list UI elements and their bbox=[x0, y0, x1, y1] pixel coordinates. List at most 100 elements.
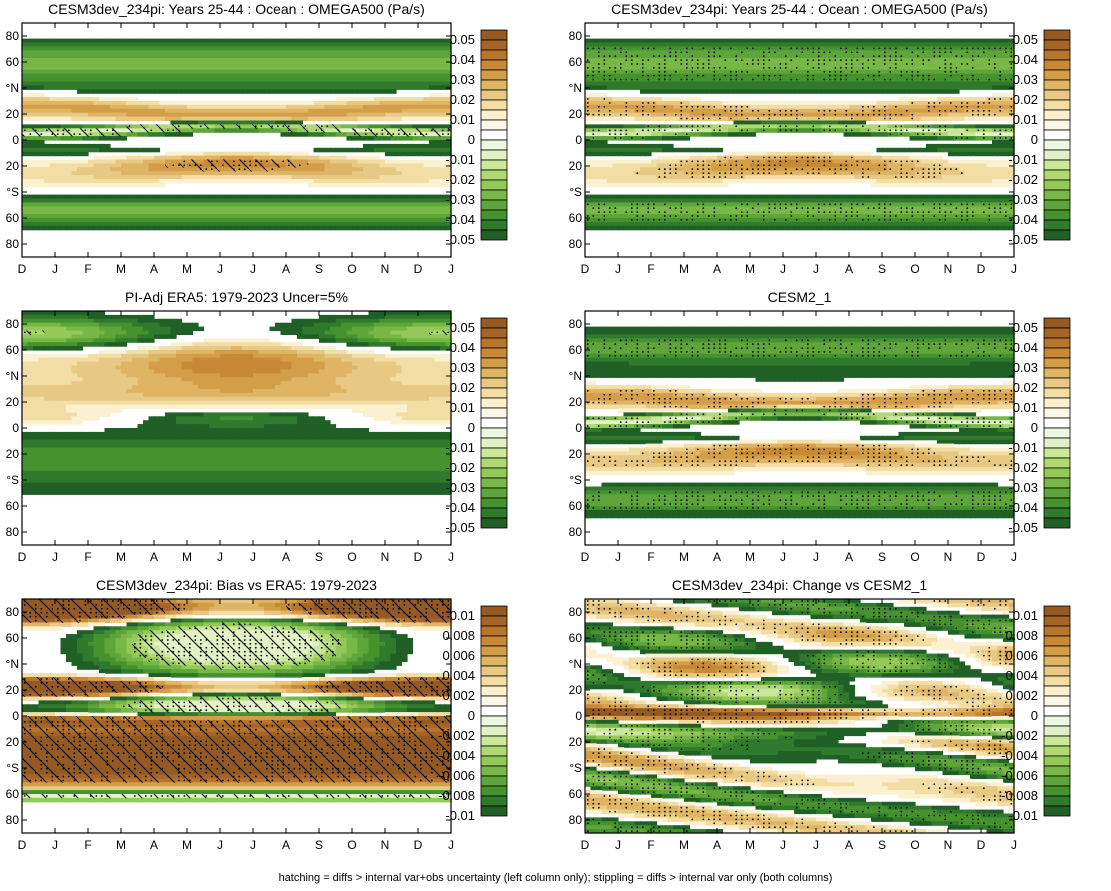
field-cell bbox=[739, 62, 745, 67]
field-cell bbox=[28, 101, 34, 106]
field-cell bbox=[811, 54, 817, 59]
field-cell bbox=[325, 156, 331, 161]
field-cell bbox=[308, 175, 314, 180]
field-cell bbox=[800, 58, 806, 63]
field-cell bbox=[987, 85, 993, 90]
field-cell bbox=[149, 226, 155, 231]
field-cell bbox=[325, 58, 331, 63]
field-cell bbox=[651, 78, 657, 83]
field-cell bbox=[138, 46, 144, 51]
field-cell bbox=[99, 117, 105, 122]
field-cell bbox=[385, 117, 391, 122]
stipple-dot bbox=[884, 79, 886, 81]
field-cell bbox=[926, 85, 932, 90]
field-cell bbox=[673, 74, 679, 79]
field-cell bbox=[314, 160, 320, 165]
field-cell bbox=[204, 70, 210, 75]
field-cell bbox=[77, 171, 83, 176]
field-cell bbox=[259, 78, 265, 83]
field-cell bbox=[904, 43, 910, 48]
x-tick-label: N bbox=[381, 262, 390, 276]
field-cell bbox=[959, 39, 965, 44]
field-cell bbox=[242, 210, 248, 215]
field-cell bbox=[182, 222, 188, 227]
stipple-dot bbox=[653, 48, 655, 50]
field-cell bbox=[402, 214, 408, 219]
field-cell bbox=[105, 199, 111, 204]
field-cell bbox=[646, 97, 652, 102]
field-cell bbox=[176, 210, 182, 215]
stipple-dot bbox=[587, 48, 589, 50]
field-cell bbox=[132, 43, 138, 48]
field-cell bbox=[94, 46, 100, 51]
field-cell bbox=[860, 50, 866, 55]
field-cell bbox=[314, 50, 320, 55]
field-cell bbox=[429, 202, 435, 207]
field-cell bbox=[325, 214, 331, 219]
field-cell bbox=[308, 58, 314, 63]
field-cell bbox=[281, 89, 287, 94]
field-cell bbox=[303, 50, 309, 55]
field-cell bbox=[904, 101, 910, 106]
field-cell bbox=[292, 195, 298, 200]
field-cell bbox=[143, 46, 149, 51]
field-cell bbox=[435, 43, 441, 48]
field-cell bbox=[264, 152, 270, 157]
field-cell bbox=[418, 124, 424, 128]
field-cell bbox=[358, 226, 364, 231]
field-cell bbox=[28, 82, 34, 87]
field-cell bbox=[193, 66, 199, 71]
field-cell bbox=[165, 82, 171, 87]
stipple-dot bbox=[917, 71, 919, 73]
field-cell bbox=[220, 214, 226, 219]
field-cell bbox=[613, 50, 619, 55]
field-cell bbox=[292, 66, 298, 71]
field-cell bbox=[297, 66, 303, 71]
field-cell bbox=[237, 43, 243, 48]
field-cell bbox=[992, 93, 998, 98]
field-cell bbox=[248, 199, 254, 204]
field-cell bbox=[237, 171, 243, 176]
field-cell bbox=[215, 39, 221, 44]
field-cell bbox=[61, 222, 67, 227]
field-cell bbox=[187, 43, 193, 48]
field-cell bbox=[899, 101, 905, 106]
field-cell bbox=[341, 210, 347, 215]
field-cell bbox=[160, 163, 166, 168]
field-cell bbox=[132, 218, 138, 223]
colorbar-box bbox=[481, 30, 507, 40]
field-cell bbox=[121, 58, 127, 63]
field-cell bbox=[121, 199, 127, 204]
field-cell bbox=[380, 105, 386, 110]
field-cell bbox=[319, 195, 325, 200]
field-cell bbox=[83, 175, 89, 180]
field-cell bbox=[374, 82, 380, 87]
field-cell bbox=[61, 171, 67, 176]
field-cell bbox=[110, 160, 116, 165]
stipple-dot bbox=[592, 79, 594, 81]
field-cell bbox=[237, 117, 243, 122]
field-cell bbox=[22, 93, 28, 98]
field-cell bbox=[154, 132, 160, 137]
field-cell bbox=[402, 97, 408, 102]
field-cell bbox=[193, 226, 199, 231]
field-cell bbox=[187, 202, 193, 207]
field-cell bbox=[325, 206, 331, 211]
field-cell bbox=[352, 97, 358, 102]
field-cell bbox=[635, 58, 641, 63]
field-cell bbox=[132, 101, 138, 106]
field-cell bbox=[259, 128, 265, 133]
field-cell bbox=[314, 43, 320, 48]
field-cell bbox=[116, 62, 122, 67]
field-cell bbox=[209, 74, 215, 79]
field-cell bbox=[314, 109, 320, 114]
field-cell bbox=[937, 43, 943, 48]
field-cell bbox=[363, 202, 369, 207]
field-cell bbox=[954, 89, 960, 94]
field-cell bbox=[259, 54, 265, 59]
field-cell bbox=[270, 62, 276, 67]
field-cell bbox=[402, 101, 408, 106]
field-cell bbox=[739, 101, 745, 106]
field-cell bbox=[673, 43, 679, 48]
field-cell bbox=[22, 124, 28, 128]
